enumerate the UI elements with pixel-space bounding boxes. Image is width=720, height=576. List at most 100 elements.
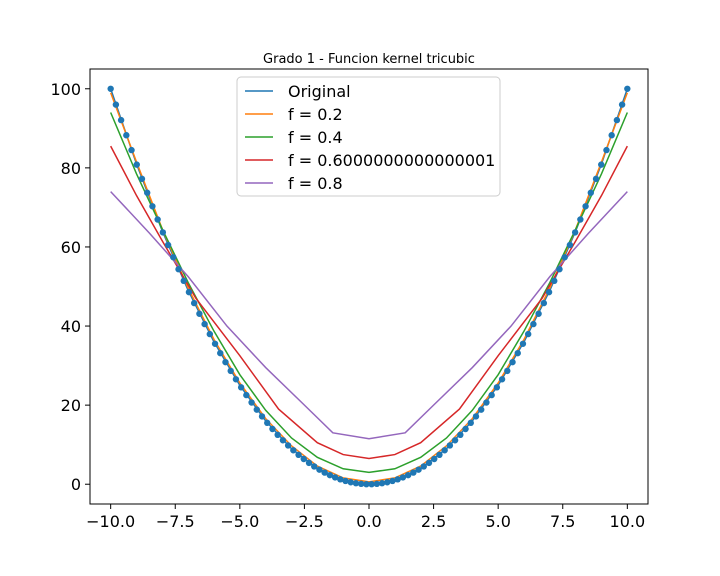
scatter-point [164, 241, 172, 249]
scatter-point [415, 466, 422, 473]
y-tick-label: 40 [61, 317, 81, 336]
scatter-point [368, 480, 375, 488]
scatter-point [451, 437, 459, 444]
scatter-point [248, 399, 255, 406]
scatter-point [357, 480, 365, 488]
scatter-point [420, 463, 427, 470]
scatter-point [211, 340, 219, 347]
scatter-point [170, 254, 177, 261]
x-axis: −10.0 −7.5 −5.0 −2.5 0.0 2.5 5.0 7.5 10.0 [86, 504, 645, 531]
scatter-point [441, 447, 448, 454]
x-tick-label: −2.5 [285, 512, 324, 531]
scatter-point [201, 320, 208, 328]
scatter-point [337, 476, 344, 483]
x-tick-label: 10.0 [610, 512, 646, 531]
scatter-point [478, 406, 485, 413]
scatter-point [363, 480, 370, 488]
scatter-point [138, 175, 146, 183]
scatter-point [144, 189, 151, 196]
scatter-point [107, 85, 114, 92]
legend-label-2: f = 0.4 [288, 128, 343, 147]
scatter-layer [107, 85, 631, 488]
legend-label-0: Original [288, 82, 351, 101]
scatter-point [436, 451, 443, 459]
scatter-point [498, 376, 506, 383]
legend-box [236, 76, 501, 197]
scatter-point [624, 85, 631, 92]
scatter-point [149, 203, 156, 210]
chart-title: Grado 1 - Funcion kernel tricubic [263, 52, 475, 67]
legend-label-3: f = 0.6000000000000001 [288, 151, 495, 170]
x-tick-label: 7.5 [550, 512, 575, 531]
scatter-point [618, 101, 626, 108]
x-tick-label: 5.0 [485, 512, 510, 531]
scatter-point [154, 216, 161, 223]
legend: Original f = 0.2 f = 0.4 f = 0.600000000000… [236, 76, 501, 197]
scatter-point [290, 447, 297, 454]
scatter-point [577, 216, 584, 223]
scatter-point [603, 146, 610, 154]
scatter-point [373, 480, 381, 488]
scatter-point [258, 413, 266, 420]
y-tick-label: 20 [61, 396, 81, 415]
scatter-point [540, 299, 548, 307]
scatter-point [504, 367, 511, 375]
scatter-point [394, 476, 401, 483]
scatter-point [399, 474, 407, 481]
scatter-point [128, 146, 135, 154]
scatter-point [274, 431, 281, 438]
scatter-point [227, 367, 234, 375]
scatter-point [284, 442, 292, 449]
y-tick-label: 100 [50, 80, 81, 99]
x-tick-label: −5.0 [220, 512, 259, 531]
scatter-point [483, 399, 490, 406]
y-axis: 0 20 40 60 80 100 [50, 80, 90, 494]
series-line-1 [109, 92, 629, 483]
series-line-4 [110, 191, 628, 440]
scatter-point [551, 277, 558, 285]
scatter-point [571, 229, 579, 236]
y-tick-label: 0 [71, 475, 81, 494]
scatter-point [206, 330, 214, 338]
scatter-point [592, 175, 600, 183]
x-tick-label: 0.0 [356, 512, 381, 531]
scatter-point [410, 469, 417, 476]
scatter-point [123, 132, 130, 139]
scatter-point [467, 419, 474, 427]
scatter-point [316, 466, 323, 473]
scatter-point [457, 431, 464, 438]
legend-label-1: f = 0.2 [288, 105, 343, 124]
scatter-point [222, 358, 229, 366]
x-tick-label: −7.5 [156, 512, 195, 531]
scatter-point [190, 299, 198, 307]
scatter-point [175, 266, 182, 273]
scatter-point [472, 413, 480, 420]
scatter-point [493, 384, 501, 391]
scatter-point [425, 459, 433, 467]
scatter-point [117, 116, 125, 124]
x-tick-label: −10.0 [86, 512, 135, 531]
scatter-point [587, 189, 594, 196]
legend-label-4: f = 0.8 [288, 174, 343, 193]
y-tick-label: 80 [61, 159, 81, 178]
scatter-point [295, 451, 302, 459]
scatter-point [582, 203, 589, 210]
y-tick-label: 60 [61, 238, 81, 257]
scatter-point [133, 161, 140, 168]
scatter-point [608, 132, 615, 139]
scatter-point [519, 340, 527, 347]
scatter-point [556, 266, 563, 273]
scatter-point [269, 425, 276, 433]
scatter-point [196, 310, 203, 317]
scatter-point [331, 474, 339, 481]
scatter-point [305, 459, 313, 467]
scatter-point [378, 480, 386, 487]
scatter-point [446, 442, 454, 449]
scatter-point [431, 455, 438, 463]
scatter-point [524, 330, 532, 338]
scatter-point [232, 376, 240, 383]
scatter-point [488, 391, 495, 399]
scatter-point [217, 349, 224, 357]
scatter-point [180, 277, 187, 285]
